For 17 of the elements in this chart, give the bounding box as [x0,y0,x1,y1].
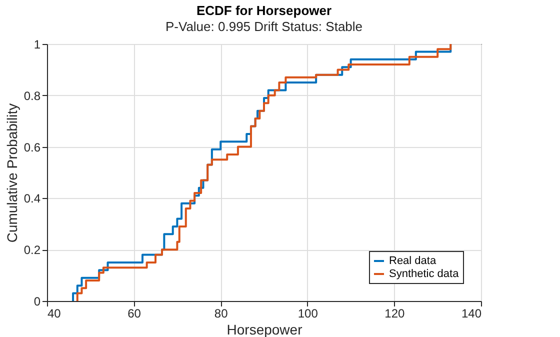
y-tick-label: 0.2 [24,243,41,258]
x-tick-label: 140 [461,306,482,320]
legend-label: Synthetic data [389,268,460,280]
chart-title: ECDF for Horsepower [196,3,332,18]
y-tick-label: 0.8 [24,88,41,103]
y-tick-label: 1 [34,38,41,52]
y-axis-title: Cumulative Probability [4,103,20,243]
x-tick-label: 80 [214,306,228,320]
y-tick-label: 0.6 [24,140,41,154]
x-tick-label: 40 [48,306,62,320]
x-tick-label: 100 [298,306,318,320]
chart-subtitle: P-Value: 0.995 Drift Status: Stable [165,19,363,34]
x-tick-label: 120 [384,306,406,320]
legend-label: Real data [389,255,437,267]
x-tick-label: 60 [128,306,142,320]
y-tick-label: 0.4 [24,192,41,206]
y-tick-label: 0 [34,294,41,308]
